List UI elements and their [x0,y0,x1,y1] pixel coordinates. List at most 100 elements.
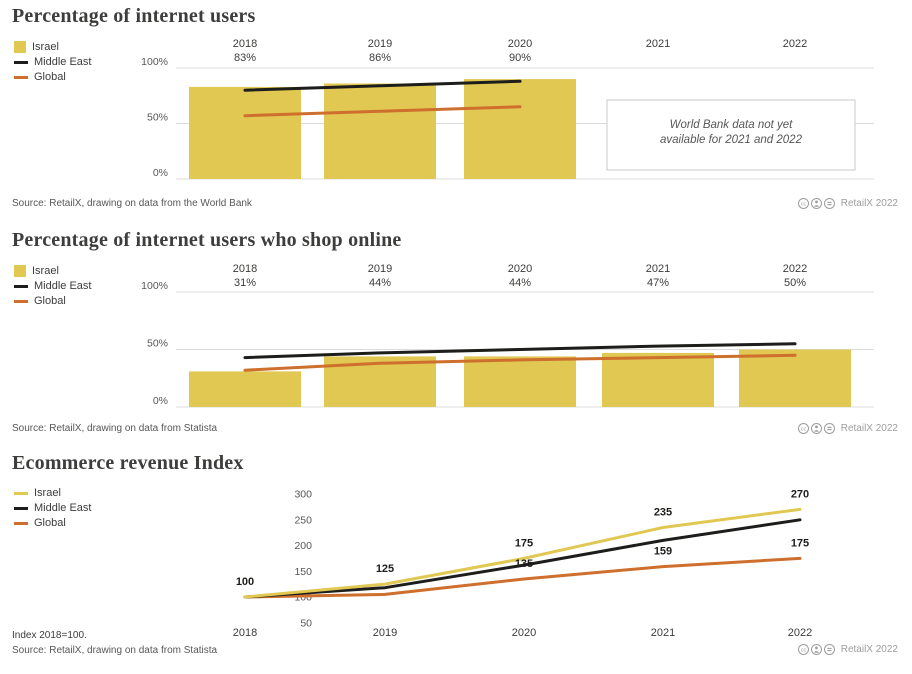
y-axis-tick-label: 100% [141,56,168,68]
legend-label: Global [34,517,66,529]
chart2-source: Source: RetailX, drawing on data from St… [12,423,218,434]
attribution-label: RetailX 2022 [840,644,898,655]
note-text: World Bank data not yet [670,119,794,131]
x-value-label: 44% [369,277,391,289]
chart2-legend: Israel Middle East Global [14,264,91,309]
legend-label: Israel [34,487,61,499]
x-category-label: 2019 [368,38,392,50]
x-category-label: 2019 [373,627,397,639]
bar-israel [464,79,576,179]
chart3-title: Ecommerce revenue Index [12,452,244,474]
legend-item-global: Global [14,294,91,308]
legend-item-global: Global [14,516,91,530]
legend-item-middle-east: Middle East [14,55,91,69]
chart3-legend: Israel Middle East Global [14,486,91,531]
middle-east-line-swatch-icon [14,284,28,288]
data-point-label: 100 [236,576,254,588]
bar-israel [602,352,714,407]
bar-israel [464,356,576,407]
chart2-attribution: cc RetailX 2022 [797,422,898,435]
cc-license-icons: cc [797,644,835,655]
legend-item-global: Global [14,70,91,84]
line-global [243,556,802,599]
data-point-label: 175 [791,537,809,549]
legend-item-israel: Israel [14,40,91,54]
legend-label: Israel [32,265,59,277]
nd-equals-icon [823,198,835,209]
x-value-label: 31% [234,277,256,289]
nd-equals-icon [823,644,835,655]
cc-license-icons: cc [797,423,835,434]
y-axis-tick-label: 150 [294,566,312,578]
svg-text:cc: cc [800,427,806,433]
cc-icon: cc [797,423,809,434]
x-category-label: 2022 [783,38,807,50]
line-middle-east [243,342,797,360]
chart1-legend: Israel Middle East Global [14,40,91,85]
israel-bar-swatch-icon [14,41,26,53]
chart3-attribution: cc RetailX 2022 [797,643,898,656]
legend-label: Global [34,71,66,83]
chart3-source: Source: RetailX, drawing on data from St… [12,645,218,656]
x-category-label: 2022 [783,263,807,275]
line-middle-east [243,518,802,599]
cc-license-icons: cc [797,198,835,209]
legend-label: Global [34,295,66,307]
x-category-label: 2018 [233,38,257,50]
israel-bar-swatch-icon [14,265,26,277]
x-category-label: 2022 [788,627,812,639]
legend-label: Middle East [34,502,92,514]
svg-text:cc: cc [800,648,806,654]
y-axis-tick-label: 50% [147,112,168,124]
x-value-label: 83% [234,52,256,64]
global-line-swatch-icon [14,75,28,79]
bar-israel [739,349,851,407]
legend-item-middle-east: Middle East [14,501,91,515]
x-category-label: 2019 [368,263,392,275]
cc-icon: cc [797,198,809,209]
note-text: available for 2021 and 2022 [660,134,803,146]
legend-item-middle-east: Middle East [14,279,91,293]
bar-israel [324,83,436,179]
legend-label: Middle East [34,56,92,68]
middle-east-line-swatch-icon [14,60,28,64]
chart1-title: Percentage of internet users [12,5,256,27]
global-line-swatch-icon [14,521,28,525]
by-person-icon [810,644,822,655]
x-value-label: 47% [647,277,669,289]
y-axis-tick-label: 0% [153,395,168,407]
x-category-label: 2018 [233,263,257,275]
chart2-title: Percentage of internet users who shop on… [12,229,402,251]
nd-equals-icon [823,423,835,434]
data-point-label: 270 [791,488,809,500]
x-value-label: 90% [509,52,531,64]
data-point-label: 159 [654,546,672,558]
by-person-icon [810,423,822,434]
attribution-label: RetailX 2022 [840,423,898,434]
x-category-label: 2021 [646,38,670,50]
line-global [243,105,522,118]
bar-israel [189,86,301,179]
legend-label: Israel [32,41,59,53]
y-axis-tick-label: 0% [153,167,168,179]
svg-text:cc: cc [800,202,806,208]
israel-line-swatch-icon [14,491,28,495]
x-category-label: 2021 [651,627,675,639]
y-axis-tick-label: 250 [294,514,312,526]
x-value-label: 50% [784,277,806,289]
middle-east-line-swatch-icon [14,506,28,510]
line-israel [243,507,802,599]
by-person-icon [810,198,822,209]
y-axis-tick-label: 50% [147,338,168,350]
chart1-source: Source: RetailX, drawing on data from th… [12,198,252,209]
attribution-label: RetailX 2022 [840,198,898,209]
bar-israel [189,371,301,407]
cc-icon: cc [797,644,809,655]
data-point-label: 175 [515,537,533,549]
legend-item-israel: Israel [14,264,91,278]
x-category-label: 2021 [646,263,670,275]
chart1-attribution: cc RetailX 2022 [797,197,898,210]
x-category-label: 2020 [512,627,536,639]
